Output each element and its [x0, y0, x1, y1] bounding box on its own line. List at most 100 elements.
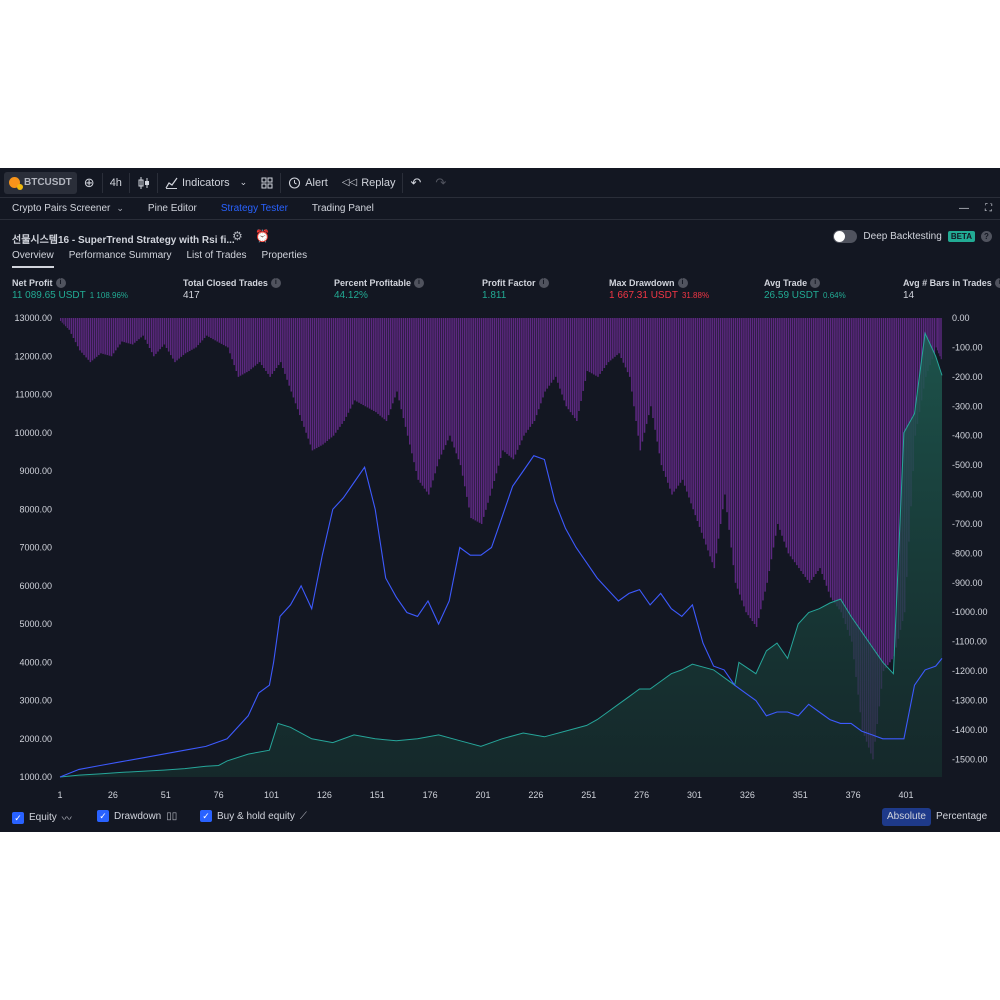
drawdown-bar [390, 318, 392, 409]
alarm-add-icon[interactable]: ⏰ [255, 229, 270, 243]
gear-icon[interactable]: ⚙ [232, 229, 243, 243]
tab-overview[interactable]: Overview [12, 250, 54, 268]
drawdown-bar [807, 318, 809, 580]
drawdown-bar [481, 318, 483, 524]
layouts-button[interactable] [254, 168, 280, 198]
drawdown-bar [667, 318, 669, 483]
drawdown-bar [204, 318, 206, 338]
drawdown-bar [365, 318, 367, 406]
legend-label: Buy & hold equity [217, 811, 295, 822]
interval-button[interactable]: 4h [103, 168, 129, 198]
drawdown-bar [720, 318, 722, 524]
drawdown-bar [800, 318, 802, 571]
drawdown-bar [843, 318, 845, 618]
drawdown-bar [155, 318, 157, 354]
drawdown-bar [229, 318, 231, 353]
bottom-panel-tabs: Crypto Pairs Screener ⌄ Pine Editor Strat… [0, 198, 1000, 220]
toggle-switch[interactable] [833, 230, 857, 243]
info-icon[interactable]: i [414, 278, 424, 288]
symbol-selector[interactable]: BTCUSDT [4, 172, 77, 194]
chart-type-button[interactable] [130, 168, 157, 198]
drawdown-bar [162, 318, 164, 347]
drawdown-bar [743, 318, 745, 606]
x-tick-label: 51 [161, 790, 171, 800]
equity-chart[interactable]: 13000.0012000.0011000.0010000.009000.008… [0, 308, 1000, 808]
legend-equity-toggle[interactable]: ✓ Equity 〰 [12, 810, 72, 825]
tab-strategy-tester[interactable]: Strategy Tester [209, 203, 300, 214]
alert-button[interactable]: Alert [281, 168, 335, 198]
chevron-down-icon[interactable]: ⌄ [240, 178, 248, 187]
legend-buy-hold-toggle[interactable]: ✓ Buy & hold equity ⟋ [200, 810, 307, 822]
drawdown-bar [646, 318, 648, 424]
x-tick-label: 351 [793, 790, 808, 800]
drawdown-bar [701, 318, 703, 533]
indicators-button[interactable]: Indicators ⌄ [158, 168, 254, 198]
deep-backtesting-toggle[interactable]: Deep Backtesting BETA ? [833, 230, 992, 243]
drawdown-bar [832, 318, 834, 600]
compare-symbol-button[interactable]: ⊕ [77, 168, 102, 198]
checkbox-checked-icon[interactable]: ✓ [97, 810, 109, 822]
drawdown-bar [453, 318, 455, 447]
drawdown-bar [796, 318, 798, 565]
y-left-tick-label: 5000.00 [19, 619, 52, 629]
drawdown-bar [284, 318, 286, 374]
drawdown-bar [489, 318, 491, 496]
drawdown-bar [407, 318, 409, 436]
info-icon[interactable]: i [271, 278, 281, 288]
x-tick-label: 151 [370, 790, 385, 800]
drawdown-bar [572, 318, 574, 415]
strategy-tester-app: BTCUSDT ⊕ 4h Indicators ⌄ [0, 168, 1000, 832]
drawdown-bar [195, 318, 197, 347]
drawdown-bar [546, 318, 548, 389]
drawdown-bar [815, 318, 817, 574]
legend-label: Equity [29, 812, 57, 823]
info-icon[interactable]: i [810, 278, 820, 288]
tab-crypto-pairs-screener[interactable]: Crypto Pairs Screener ⌄ [0, 203, 136, 214]
maximize-panel-button[interactable]: ⛶ [977, 203, 1000, 214]
tab-pine-editor[interactable]: Pine Editor [136, 203, 209, 214]
undo-button[interactable]: ↶ [403, 168, 428, 198]
top-toolbar: BTCUSDT ⊕ 4h Indicators ⌄ [0, 168, 1000, 198]
y-right-tick-label: -400.00 [952, 431, 983, 441]
drawdown-bar [644, 318, 646, 433]
drawdown-bar [63, 318, 64, 324]
help-icon[interactable]: ? [981, 231, 992, 242]
percentage-button[interactable]: Percentage [936, 808, 987, 826]
drawdown-bar [288, 318, 290, 386]
info-icon[interactable]: i [539, 278, 549, 288]
tab-trading-panel[interactable]: Trading Panel [300, 203, 386, 214]
absolute-button[interactable]: Absolute [882, 808, 931, 826]
drawdown-bar [891, 318, 893, 659]
drawdown-bar [477, 318, 479, 522]
replay-button[interactable]: ◁◁ Replay [335, 168, 403, 198]
redo-button[interactable]: ↷ [428, 168, 453, 198]
drawdown-bar [494, 318, 496, 481]
drawdown-bar [633, 318, 635, 406]
minimize-panel-button[interactable]: — [951, 203, 977, 214]
drawdown-bar [126, 318, 128, 343]
drawdown-bar [434, 318, 436, 473]
drawdown-bar [75, 318, 77, 342]
info-icon[interactable]: i [678, 278, 688, 288]
checkbox-checked-icon[interactable]: ✓ [200, 810, 212, 822]
drawdown-bar [166, 318, 168, 348]
drawdown-bar [449, 318, 451, 436]
drawdown-bar [714, 318, 716, 568]
drawdown-bar [555, 318, 557, 377]
tab-list-of-trades[interactable]: List of Trades [187, 250, 247, 268]
legend-drawdown-toggle[interactable]: ✓ Drawdown ▯▯ [97, 810, 177, 822]
strategy-title[interactable]: 선물시스템16 - SuperTrend Strategy with Rsi f… [12, 231, 235, 246]
drawdown-bar [242, 318, 244, 374]
drawdown-bar [675, 318, 677, 489]
drawdown-bar [741, 318, 743, 600]
drawdown-bar [305, 318, 307, 433]
metric-avg-bars-in-trades: Avg # Bars in Trades i 14 [903, 278, 1000, 301]
drawdown-bar [73, 318, 75, 338]
tab-properties[interactable]: Properties [262, 250, 308, 268]
drawdown-bar [811, 318, 813, 580]
tab-performance-summary[interactable]: Performance Summary [69, 250, 172, 268]
info-icon[interactable]: i [56, 278, 66, 288]
candles-icon [137, 176, 150, 190]
info-icon[interactable]: i [995, 278, 1000, 288]
checkbox-checked-icon[interactable]: ✓ [12, 812, 24, 824]
